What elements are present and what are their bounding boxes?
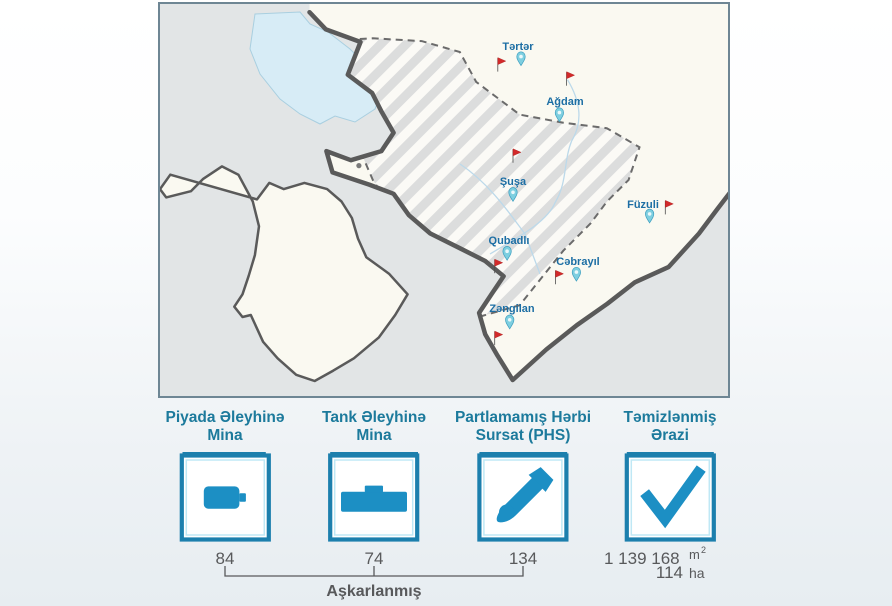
svg-text:ha: ha <box>689 565 705 581</box>
svg-text:Sursat (PHS): Sursat (PHS) <box>476 427 571 444</box>
svg-text:Mina: Mina <box>207 427 243 444</box>
svg-text:114: 114 <box>656 563 683 582</box>
svg-text:Mina: Mina <box>356 427 392 444</box>
svg-text:m: m <box>689 547 700 562</box>
svg-text:2: 2 <box>701 545 706 555</box>
svg-text:Təmizlənmiş: Təmizlənmiş <box>623 409 716 426</box>
svg-text:74: 74 <box>365 549 384 568</box>
svg-text:Ərazi: Ərazi <box>651 427 689 444</box>
svg-text:84: 84 <box>216 549 235 568</box>
svg-text:134: 134 <box>509 549 537 568</box>
svg-text:Aşkarlanmış: Aşkarlanmış <box>326 583 421 600</box>
svg-text:Tank Əleyhinə: Tank Əleyhinə <box>322 409 426 426</box>
svg-text:Partlamamış Hərbi: Partlamamış Hərbi <box>455 409 591 426</box>
svg-text:Piyada Əleyhinə: Piyada Əleyhinə <box>166 409 285 426</box>
